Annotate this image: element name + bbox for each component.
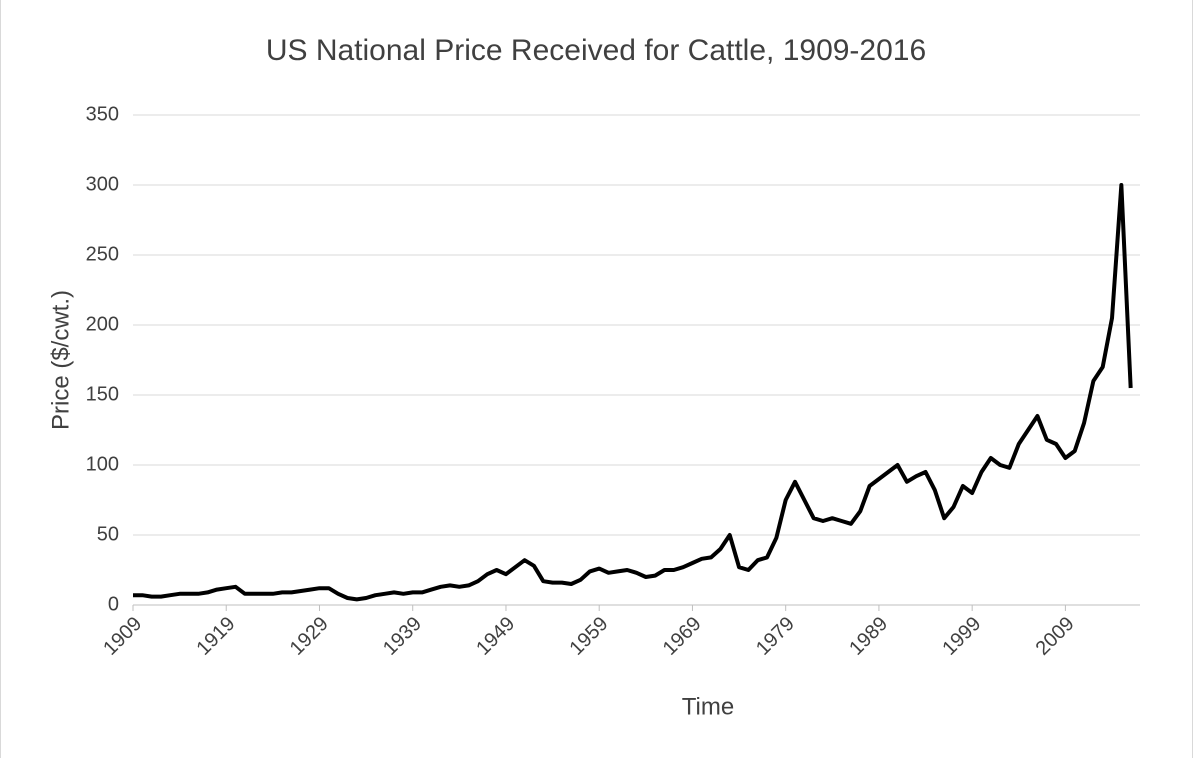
x-tick-label: 1949: [472, 613, 519, 660]
x-tick-label: 1929: [286, 613, 333, 660]
x-tick-label: 1979: [752, 613, 799, 660]
y-tick-label: 0: [108, 593, 119, 615]
x-tick-label: 1909: [99, 613, 146, 660]
x-tick-label: 1999: [938, 613, 985, 660]
x-tick-label: 2009: [1032, 613, 1079, 660]
y-tick-label: 50: [97, 523, 119, 545]
line-series: [133, 183, 1133, 602]
x-tick-label: 1969: [659, 613, 706, 660]
chart-title: US National Price Received for Cattle, 1…: [266, 34, 926, 67]
x-axis-label: Time: [682, 693, 734, 720]
y-axis-label: Price ($/cwt.): [47, 290, 74, 430]
y-tick-label: 350: [86, 103, 119, 125]
y-tick-label: 100: [86, 453, 119, 475]
x-tick-label: 1919: [192, 613, 239, 660]
x-tick-label: 1989: [845, 613, 892, 660]
x-tick-label: 1939: [379, 613, 426, 660]
y-tick-label: 200: [86, 313, 119, 335]
y-tick-label: 150: [86, 383, 119, 405]
x-tick-label: 1959: [565, 613, 612, 660]
y-tick-label: 300: [86, 173, 119, 195]
y-tick-label: 250: [86, 243, 119, 265]
